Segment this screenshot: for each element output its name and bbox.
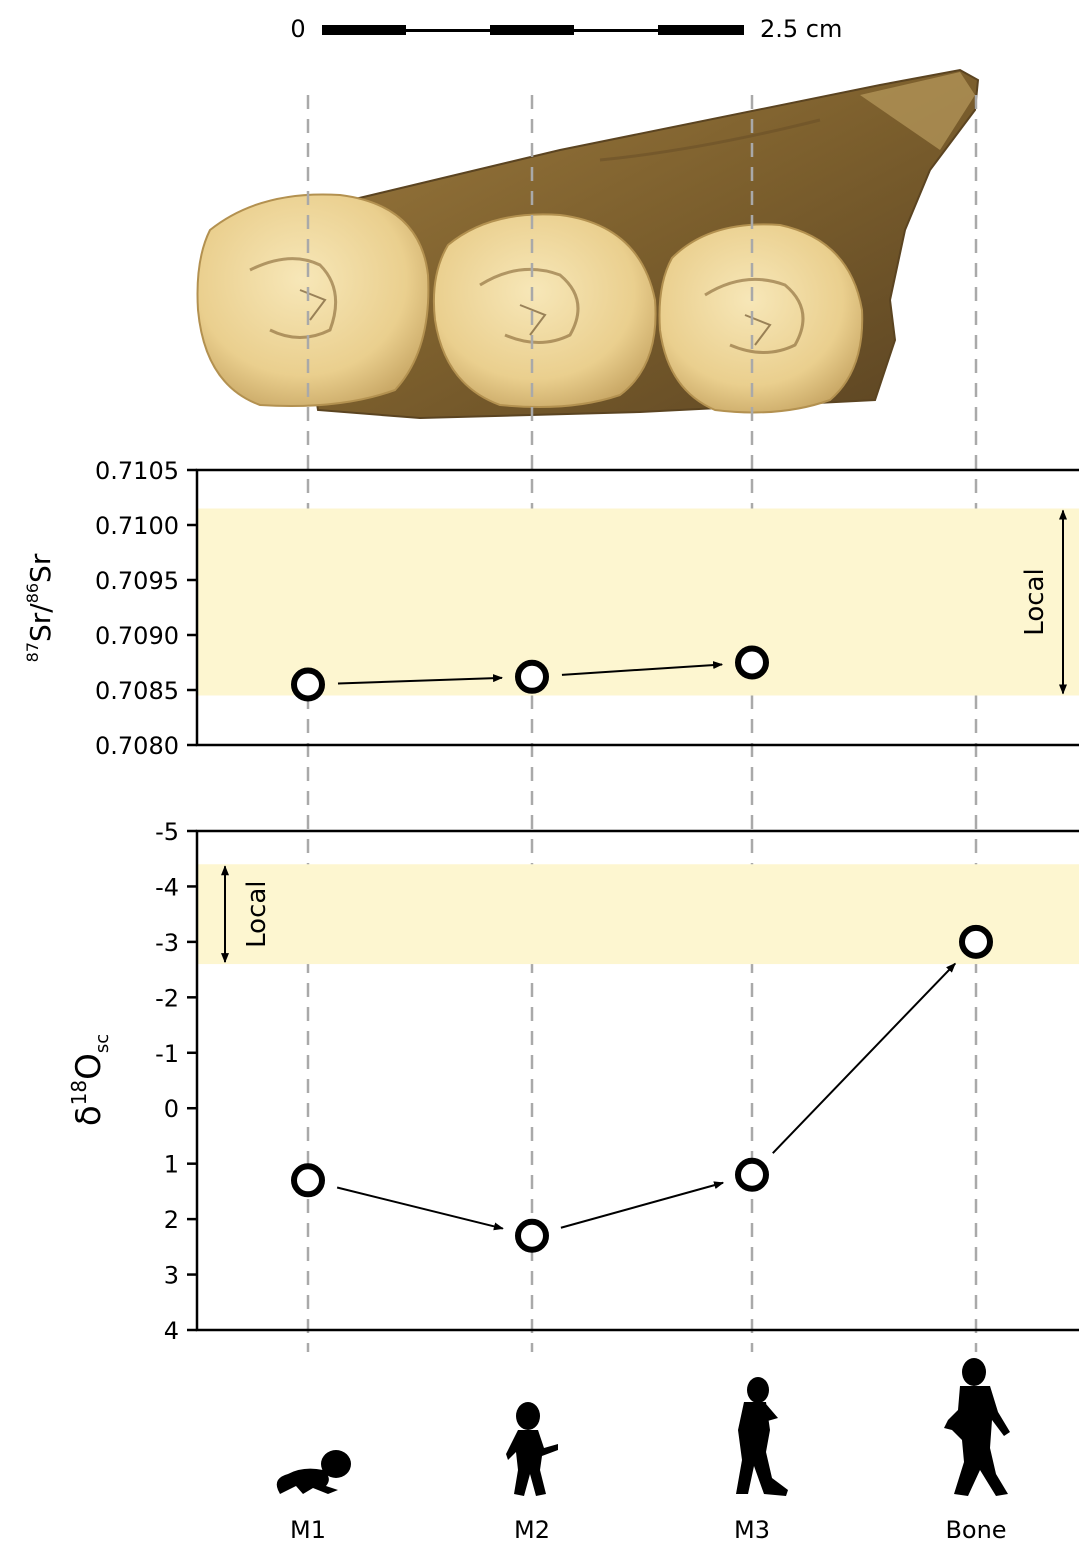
oxygen-panel: -5 -4 -3 -2 -1 0 1 2 3 4 δ18Osc Local — [67, 818, 1079, 1345]
arrow-m2-to-m3 — [560, 1181, 725, 1229]
child-walking-icon — [506, 1402, 558, 1496]
life-stage-row: M1 M2 M3 Bone — [276, 1358, 1010, 1542]
y-tick-label: 0.7105 — [95, 457, 179, 485]
y-tick-label: 0 — [164, 1095, 179, 1123]
y-tick-label: 0.7100 — [95, 512, 179, 540]
y-tick-label: -1 — [155, 1040, 179, 1068]
local-range-label: Local — [242, 880, 272, 947]
arrow-m2-to-m3 — [561, 661, 724, 676]
y-tick-label: 0.7085 — [95, 677, 179, 705]
molar-m1 — [196, 193, 430, 407]
axes-frame — [195, 468, 1079, 747]
scale-bar-segment — [406, 29, 490, 32]
strontium-panel: 0.71050.71000.70950.70900.70850.708087Sr… — [23, 457, 1079, 760]
adult-walking-icon — [944, 1358, 1010, 1496]
data-point-m3 — [735, 645, 769, 680]
y-tick-label: 3 — [164, 1262, 179, 1290]
local-range-band — [197, 508, 1079, 696]
y-tick-label: 0.7080 — [95, 732, 179, 760]
y-tick-label: -5 — [155, 818, 179, 846]
y-tick-label: 0.7095 — [95, 567, 179, 595]
local-range-label: Local — [1020, 568, 1050, 635]
arrow-m3-to-bone — [772, 962, 956, 1154]
y-tick-label: 1 — [164, 1151, 179, 1179]
scale-bar-start-label: 0 — [290, 15, 305, 43]
data-point-bone — [959, 924, 993, 959]
scale-bar-segment — [322, 25, 406, 35]
data-point-m2 — [515, 1218, 549, 1253]
molar-m3 — [658, 223, 864, 414]
life-stage-label: M3 — [734, 1516, 770, 1542]
axes-frame — [195, 829, 1079, 1332]
crawling-infant-icon — [276, 1450, 351, 1494]
y-tick-label: 0.7090 — [95, 622, 179, 650]
y-label-text: δ — [69, 1105, 109, 1126]
y-axis-label: δ18Osc — [67, 1034, 113, 1126]
data-point-m1 — [291, 1163, 325, 1198]
y-label-subscript: sc — [92, 1034, 113, 1053]
y-label-text: Sr/ — [24, 603, 57, 642]
data-point-m3 — [735, 1157, 769, 1192]
mandible-specimen-image — [196, 68, 980, 420]
y-tick-label: 4 — [164, 1317, 179, 1345]
y-label-text: O — [69, 1053, 109, 1080]
y-label-superscript: 18 — [67, 1080, 91, 1105]
local-range-band — [197, 864, 1079, 965]
life-stage-label: Bone — [945, 1516, 1006, 1542]
arrow-m1-to-m2 — [336, 1186, 504, 1231]
y-label-text: Sr — [24, 553, 57, 583]
y-tick-label: -4 — [155, 873, 179, 901]
y-tick-label: -2 — [155, 984, 179, 1012]
data-point-m1 — [291, 667, 325, 702]
y-label-superscript: 86 — [23, 583, 42, 603]
y-tick-label: -3 — [155, 929, 179, 957]
y-axis-label: 87Sr/86Sr — [23, 553, 57, 662]
adolescent-walking-icon — [736, 1377, 788, 1496]
scale-bar-segment — [658, 25, 744, 35]
y-tick-label: 2 — [164, 1206, 179, 1234]
scale-bar-end-label: 2.5 cm — [760, 15, 842, 43]
life-stage-label: M2 — [514, 1516, 550, 1542]
scale-bar-segment — [574, 29, 658, 32]
arrow-m1-to-m2 — [337, 674, 504, 685]
data-point-m2 — [515, 659, 549, 694]
scale-bar: 0 2.5 cm — [290, 15, 842, 43]
life-stage-label: M1 — [290, 1516, 326, 1542]
y-label-superscript: 87 — [23, 642, 42, 662]
scale-bar-segment — [490, 25, 574, 35]
molar-m2 — [432, 213, 657, 408]
vertical-guides — [306, 95, 978, 1352]
